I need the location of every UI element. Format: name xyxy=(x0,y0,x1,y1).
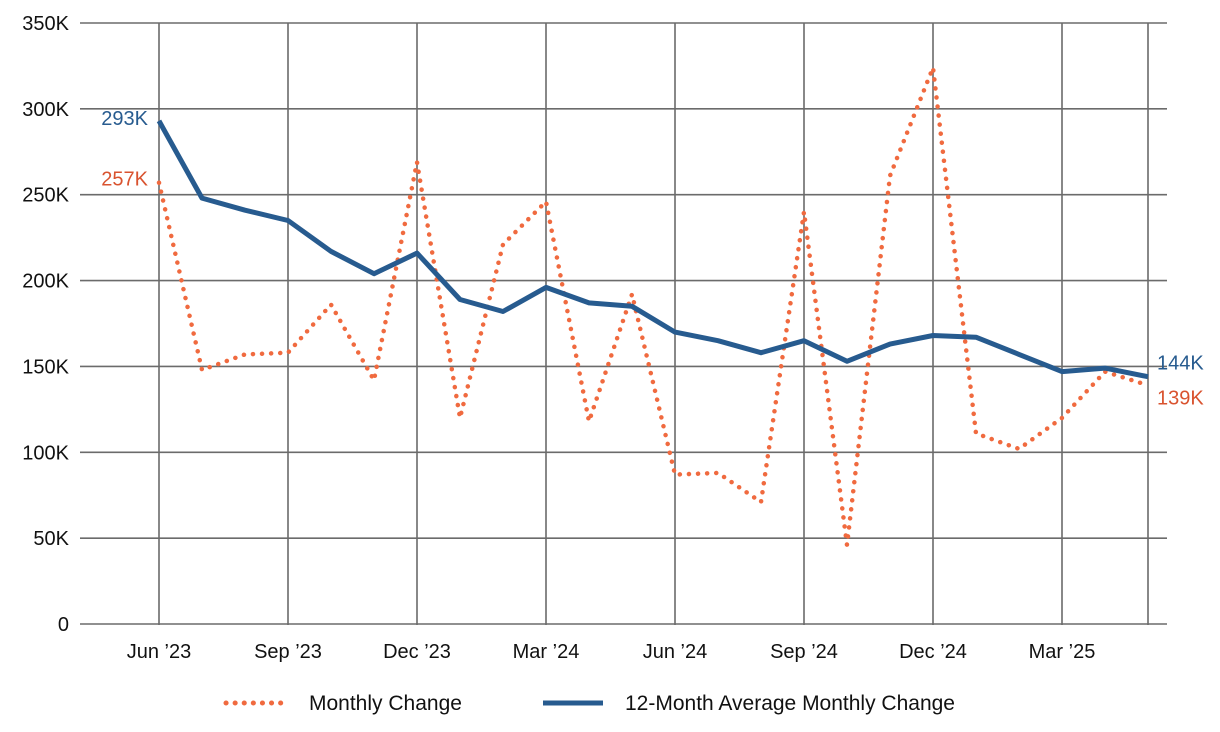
label-layer: 0 50K 100K 150K 200K 250K 300K 350K Jun ’23 Sep ’… xyxy=(22,13,1204,663)
monthly-start-label: 257K xyxy=(101,169,148,191)
y-tick-label: 0 xyxy=(58,614,69,636)
y-tick-label: 150K xyxy=(22,356,69,378)
x-tick-label: Dec ’23 xyxy=(383,641,451,663)
y-tick-label: 200K xyxy=(22,271,69,293)
series-line-12-month-average xyxy=(156,119,1149,380)
series-layer xyxy=(156,65,1151,548)
x-tick-label: Mar ’24 xyxy=(513,641,580,663)
x-tick-label: Sep ’23 xyxy=(254,641,322,663)
legend-label-12-month-average: 12-Month Average Monthly Change xyxy=(625,692,955,715)
y-tick-label: 300K xyxy=(22,99,69,121)
series-line-monthly-change xyxy=(156,65,1151,548)
grid-layer xyxy=(80,22,1167,625)
y-tick-label: 250K xyxy=(22,185,69,207)
x-tick-label: Jun ’23 xyxy=(127,641,192,663)
x-tick-label: Dec ’24 xyxy=(899,641,967,663)
average-end-label: 144K xyxy=(1157,353,1204,375)
x-tick-label: Mar ’25 xyxy=(1029,641,1096,663)
y-tick-label: 100K xyxy=(22,442,69,464)
average-start-label: 293K xyxy=(101,108,148,130)
x-tick-label: Jun ’24 xyxy=(643,641,708,663)
monthly-end-label: 139K xyxy=(1157,387,1204,409)
y-tick-label: 350K xyxy=(22,13,69,35)
legend: Monthly Change 12-Month Average Monthly … xyxy=(223,692,955,715)
x-tick-label: Sep ’24 xyxy=(770,641,838,663)
y-tick-label: 50K xyxy=(33,528,69,550)
legend-label-monthly-change: Monthly Change xyxy=(309,692,462,715)
